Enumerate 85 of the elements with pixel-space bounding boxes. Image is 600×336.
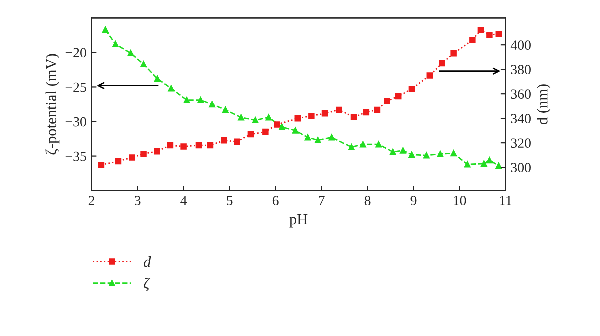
y-axis-title: ζ-potential (mV) — [46, 54, 60, 155]
point — [154, 148, 160, 155]
x-tick-label: 10 — [454, 196, 466, 206]
point — [363, 109, 370, 116]
point — [154, 76, 161, 82]
point — [115, 158, 122, 165]
point — [252, 117, 259, 124]
point — [198, 97, 204, 104]
point — [360, 141, 366, 148]
point — [481, 160, 488, 168]
y2-tick-label: 400 — [510, 40, 531, 50]
x-tick-label: 9 — [410, 196, 417, 206]
point — [180, 144, 187, 150]
point — [486, 32, 493, 38]
point — [129, 154, 136, 161]
point — [304, 134, 312, 141]
point — [98, 162, 105, 168]
point — [328, 134, 336, 141]
point — [140, 61, 147, 68]
point — [102, 26, 109, 34]
point — [262, 128, 269, 136]
x-tick-label: 4 — [180, 196, 188, 206]
y2-tick-label: 340 — [511, 114, 531, 124]
point — [496, 162, 502, 170]
y-tick-label: −25 — [66, 82, 86, 92]
point — [470, 37, 476, 44]
x-tick-label: 5 — [227, 196, 233, 206]
point — [496, 30, 502, 38]
x-tick-label: 8 — [364, 196, 371, 206]
point — [395, 93, 402, 100]
point — [292, 128, 299, 134]
point — [221, 138, 228, 144]
point — [450, 50, 457, 57]
point — [128, 50, 134, 56]
point — [196, 142, 202, 149]
point — [478, 27, 484, 34]
x-axis-title: pH — [290, 214, 308, 228]
point — [439, 60, 446, 67]
x-tick-label: 11 — [500, 196, 512, 206]
point — [248, 131, 254, 138]
y-tick-label: −35 — [66, 152, 86, 162]
y2-tick-label: 360 — [511, 90, 531, 100]
point — [450, 150, 457, 157]
point — [376, 141, 382, 148]
point — [209, 101, 216, 108]
point — [238, 114, 244, 121]
y2-tick-label: 320 — [511, 138, 531, 148]
legend-label: d — [144, 256, 152, 268]
point — [322, 110, 328, 117]
x-tick-label: 2 — [88, 196, 95, 206]
point — [207, 142, 214, 149]
point — [384, 98, 390, 105]
y2-axis-title: d (nm) — [537, 84, 551, 125]
point — [348, 144, 355, 150]
x-tick-label: 6 — [272, 196, 279, 206]
point — [167, 142, 174, 149]
point — [390, 149, 396, 156]
point — [314, 137, 322, 144]
legend-label: ζ — [144, 278, 151, 292]
point — [424, 152, 430, 159]
point — [350, 114, 358, 120]
point — [464, 161, 471, 168]
point — [308, 113, 315, 120]
point — [374, 106, 381, 114]
y-tick-label: −30 — [66, 117, 86, 127]
point — [408, 86, 416, 92]
point — [222, 106, 229, 114]
x-tick-label: 7 — [319, 196, 325, 206]
point — [234, 138, 240, 145]
point — [294, 115, 302, 122]
point — [408, 152, 416, 158]
point — [112, 41, 119, 48]
point — [184, 97, 190, 104]
y-tick-label: −20 — [66, 48, 86, 58]
y2-tick-label: 380 — [511, 65, 531, 75]
point — [336, 106, 342, 114]
point — [168, 85, 175, 92]
point — [486, 157, 493, 164]
point — [426, 72, 434, 79]
point — [266, 114, 272, 121]
x-tick-label: 3 — [134, 196, 141, 206]
point — [437, 151, 444, 158]
point — [140, 150, 147, 158]
y2-tick-label: 300 — [511, 163, 531, 173]
point — [274, 122, 280, 128]
